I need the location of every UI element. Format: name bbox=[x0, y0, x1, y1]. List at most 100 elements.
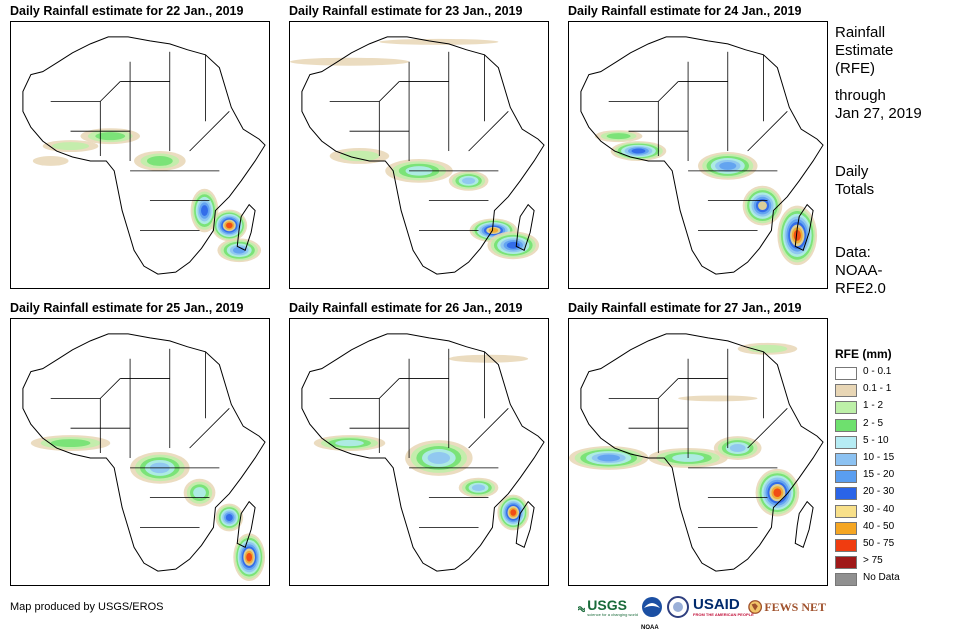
legend-label: 2 - 5 bbox=[863, 417, 884, 429]
rainfall-area bbox=[793, 229, 801, 241]
country-border bbox=[50, 378, 121, 399]
legend-swatch bbox=[835, 384, 857, 398]
legend-label: 50 - 75 bbox=[863, 538, 895, 549]
legend-label: 10 - 15 bbox=[863, 452, 895, 463]
legend-label: 5 - 10 bbox=[863, 434, 889, 446]
legend-label: 40 - 50 bbox=[863, 520, 895, 532]
agency-logos: USGS science for a changing world NOAA U… bbox=[578, 595, 828, 631]
rainfall-area bbox=[246, 552, 253, 562]
legend-swatch bbox=[835, 487, 857, 501]
legend-label: 20 - 30 bbox=[863, 486, 895, 498]
usgs-wave-icon bbox=[578, 606, 586, 613]
madagascar-outline bbox=[515, 500, 535, 548]
rainfall-area bbox=[678, 395, 758, 402]
rainfall-area bbox=[339, 150, 380, 162]
fewsnet-logo: FEWS NET bbox=[748, 595, 826, 619]
usgs-logo: USGS science for a changing world bbox=[578, 595, 638, 619]
legend-swatch bbox=[835, 573, 857, 587]
through-date: through Jan 27, 2019 bbox=[835, 87, 922, 122]
country-border bbox=[468, 111, 509, 152]
africa-outline bbox=[580, 333, 824, 572]
country-border bbox=[468, 408, 509, 449]
rainfall-area bbox=[471, 484, 486, 492]
rainfall-area bbox=[193, 487, 206, 499]
legend-label: 0 - 0.1 bbox=[863, 366, 892, 377]
rainfall-map-22-jan bbox=[10, 21, 270, 289]
legend-label: 1 - 2 bbox=[863, 400, 884, 412]
legend-swatch bbox=[835, 453, 857, 466]
rainfall-area bbox=[32, 155, 69, 166]
rainfall-area bbox=[729, 444, 746, 452]
rainfall-area bbox=[146, 155, 173, 166]
rainfall-map-24-jan bbox=[568, 21, 828, 289]
rainfall-area bbox=[773, 488, 782, 498]
daily-totals-label: Daily Totals bbox=[835, 163, 875, 198]
rainfall-area bbox=[631, 148, 646, 154]
legend-label: > 75 bbox=[863, 555, 883, 567]
legend-swatch bbox=[835, 521, 857, 535]
rainfall-area bbox=[606, 133, 631, 140]
rainfall-area bbox=[427, 452, 451, 464]
rainfall-area bbox=[719, 161, 737, 170]
legend-swatch bbox=[835, 367, 857, 380]
country-border bbox=[50, 81, 121, 102]
country-border bbox=[329, 378, 400, 399]
legend-label: No Data bbox=[863, 572, 900, 584]
country-border bbox=[747, 408, 788, 449]
legend-swatch bbox=[835, 470, 857, 484]
madagascar-outline bbox=[794, 500, 814, 548]
rainfall-map-27-jan bbox=[568, 318, 828, 586]
africa-outline bbox=[22, 36, 266, 275]
legend-label: 30 - 40 bbox=[863, 503, 895, 515]
country-border bbox=[189, 111, 230, 152]
country-border bbox=[189, 408, 230, 449]
africa-outline bbox=[301, 36, 545, 275]
rainfall-area bbox=[597, 454, 621, 462]
credit-text: Map produced by USGS/EROS bbox=[10, 601, 164, 613]
panel-title-4: Daily Rainfall estimate for 25 Jan., 201… bbox=[10, 301, 244, 315]
madagascar-outline bbox=[794, 203, 814, 251]
rainfall-area bbox=[747, 344, 788, 353]
rainfall-map-23-jan bbox=[289, 21, 549, 289]
rainfall-area bbox=[290, 57, 410, 66]
doi-seal-logo bbox=[667, 595, 689, 619]
legend-swatch bbox=[835, 435, 857, 449]
rainfall-area bbox=[506, 241, 520, 249]
rainfall-area bbox=[462, 177, 476, 185]
madagascar-outline bbox=[236, 500, 256, 548]
panel-title-2: Daily Rainfall estimate for 23 Jan., 201… bbox=[289, 4, 523, 18]
legend-label: 0.1 - 1 bbox=[863, 383, 892, 395]
panel-title-1: Daily Rainfall estimate for 22 Jan., 201… bbox=[10, 4, 244, 18]
legend-swatch bbox=[835, 418, 857, 432]
country-border bbox=[608, 81, 679, 102]
rainfall-area bbox=[672, 453, 704, 462]
rainfall-area bbox=[488, 228, 499, 233]
rainfall-area bbox=[232, 246, 246, 254]
data-source: Data: NOAA- RFE2.0 bbox=[835, 244, 886, 297]
rainfall-area bbox=[95, 132, 126, 141]
country-border bbox=[747, 111, 788, 152]
rainfall-area bbox=[758, 201, 767, 211]
rainfall-area bbox=[448, 354, 529, 363]
usaid-logo: USAID FROM THE AMERICAN PEOPLE bbox=[693, 596, 754, 617]
rainfall-map-25-jan bbox=[10, 318, 270, 586]
rainfall-area bbox=[510, 509, 517, 516]
panel-title-3: Daily Rainfall estimate for 24 Jan., 201… bbox=[568, 4, 802, 18]
country-border bbox=[608, 378, 679, 399]
rainfall-area bbox=[50, 439, 91, 448]
rainfall-area bbox=[225, 514, 233, 521]
panel-title-5: Daily Rainfall estimate for 26 Jan., 201… bbox=[289, 301, 523, 315]
legend-swatch bbox=[835, 539, 857, 552]
rainfall-map-26-jan bbox=[289, 318, 549, 586]
legend-swatch bbox=[835, 401, 857, 415]
madagascar-outline bbox=[236, 203, 256, 251]
africa-outline bbox=[580, 36, 824, 275]
rainfall-area bbox=[335, 439, 364, 447]
africa-outline bbox=[301, 333, 545, 572]
rainfall-area bbox=[201, 205, 208, 217]
noaa-logo: NOAA bbox=[641, 595, 663, 631]
rainfall-area bbox=[52, 142, 90, 151]
country-border bbox=[329, 81, 400, 102]
legend-swatch bbox=[835, 504, 857, 518]
madagascar-outline bbox=[515, 203, 535, 251]
